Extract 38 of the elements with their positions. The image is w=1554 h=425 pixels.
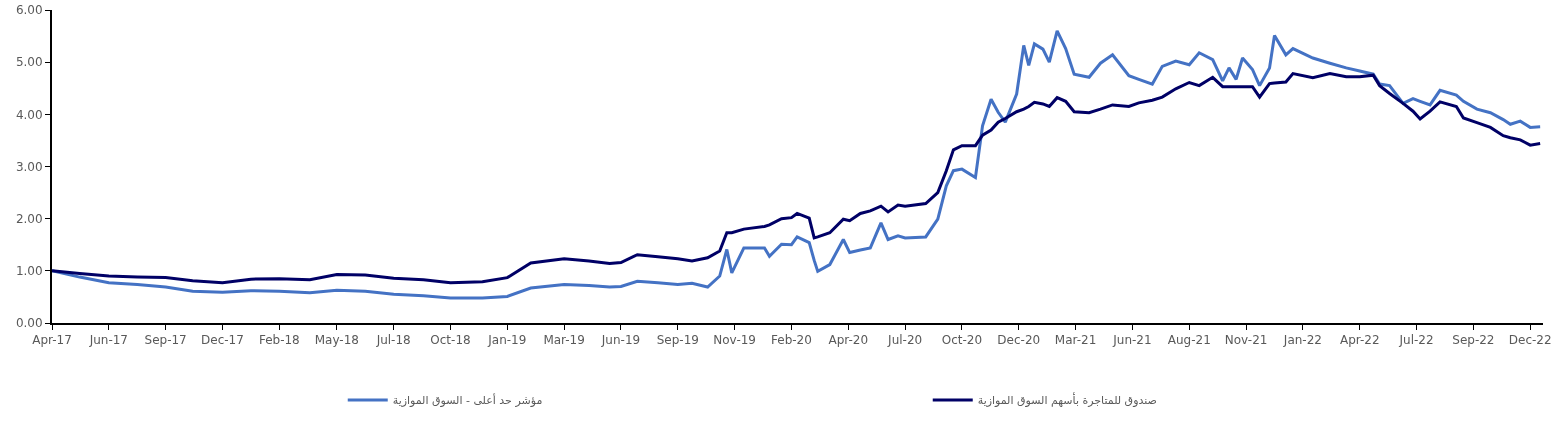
line-series xyxy=(52,72,1542,285)
x-tick-label: Mar-19 xyxy=(543,333,585,348)
x-tick-label: Jan-22 xyxy=(1282,333,1322,348)
x-tick-label: Feb-18 xyxy=(258,333,300,348)
x-tick-label: May-18 xyxy=(314,333,359,348)
y-tick-label: 2.00 xyxy=(15,211,43,226)
x-tick-label: Dec-17 xyxy=(201,333,244,348)
line-series xyxy=(52,29,1542,300)
x-tick-label: Aug-21 xyxy=(1167,333,1211,348)
x-tick-label: Jun-21 xyxy=(1112,333,1152,348)
x-tick-label: Jun-17 xyxy=(88,333,129,348)
x-tick-label: Mar-21 xyxy=(1054,333,1097,348)
x-tick-label: Sep-17 xyxy=(144,333,187,348)
y-tick-label: 4.00 xyxy=(15,107,43,122)
x-tick-label: Sep-22 xyxy=(1452,333,1495,348)
x-tick-label: Dec-20 xyxy=(997,333,1041,348)
x-tick-label: Feb-20 xyxy=(771,333,812,348)
x-tick-label: Dec-22 xyxy=(1508,333,1552,348)
legend-label: مؤشر حد أعلى - السوق الموازية xyxy=(392,393,543,408)
x-tick-label: Jan-19 xyxy=(487,333,527,348)
y-tick-label: 5.00 xyxy=(15,55,43,70)
y-tick-label: 0.00 xyxy=(15,316,43,331)
legend-label: صندوق للمتاجرة بأسهم السوق الموازية xyxy=(977,392,1157,408)
x-tick-label: Oct-18 xyxy=(430,333,471,348)
x-tick-label: Nov-21 xyxy=(1224,333,1268,348)
x-tick-label: Jul-22 xyxy=(1398,333,1434,348)
x-tick-label: Apr-17 xyxy=(32,333,72,348)
x-tick-label: Apr-22 xyxy=(1339,333,1380,348)
y-tick-label: 3.00 xyxy=(15,159,43,174)
y-tick-label: 6.00 xyxy=(15,3,43,18)
x-tick-label: Jul-20 xyxy=(887,333,923,348)
x-tick-label: Apr-20 xyxy=(828,333,869,348)
x-tick-label: Jun-19 xyxy=(600,333,641,348)
x-tick-label: Nov-19 xyxy=(713,333,756,348)
x-tick-label: Jul-18 xyxy=(375,333,411,348)
x-tick-label: Sep-19 xyxy=(656,333,699,348)
x-tick-label: Oct-20 xyxy=(941,333,983,348)
y-tick-label: 1.00 xyxy=(15,264,43,279)
